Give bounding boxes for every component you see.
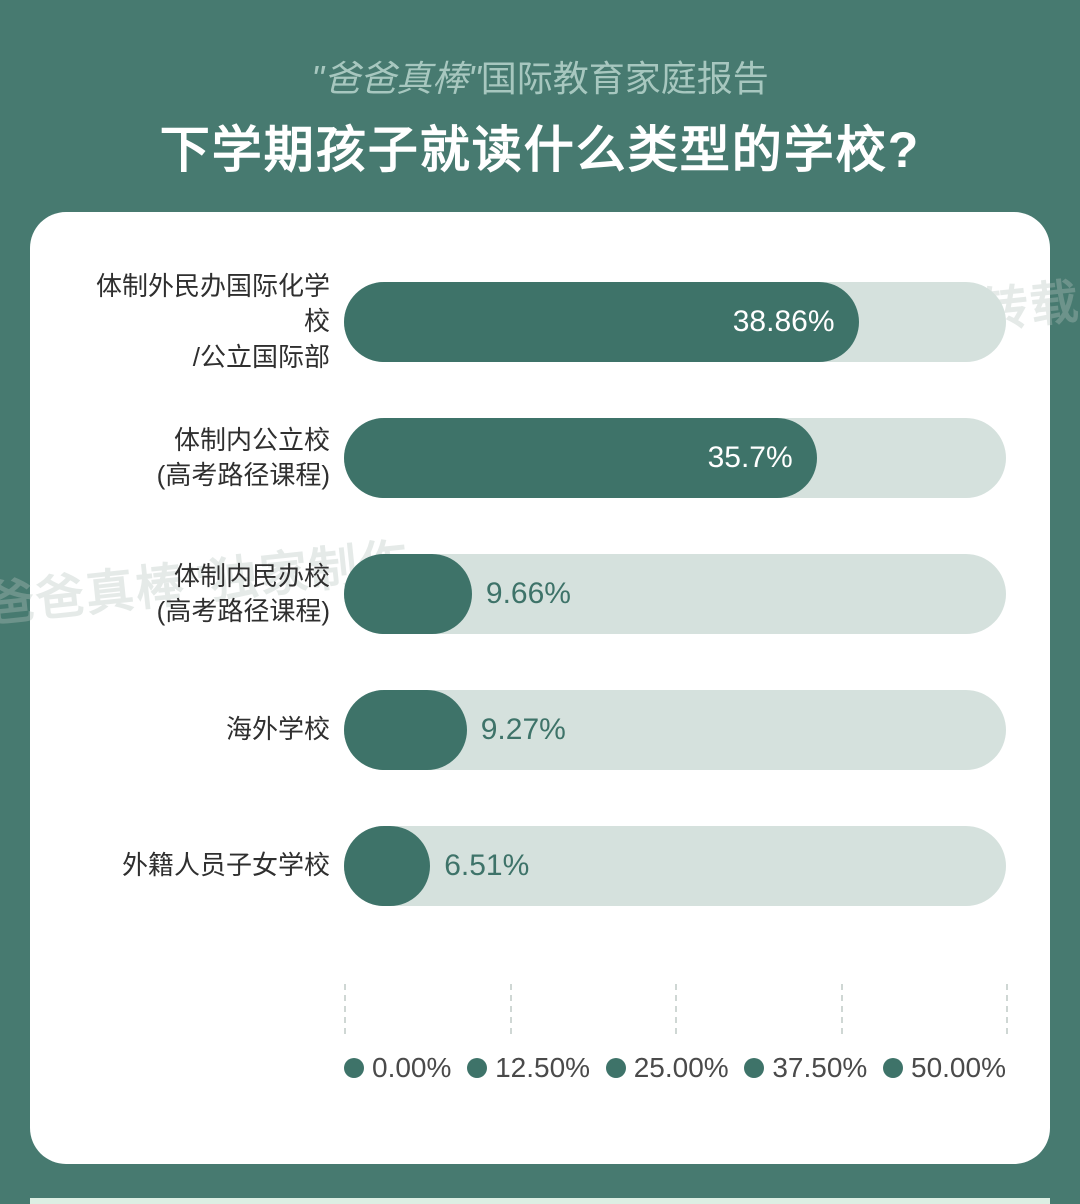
bar-row: 体制内民办校(高考路径课程)9.66%	[74, 554, 1006, 634]
bar-fill: 9.66%	[344, 554, 472, 634]
axis-tick-label: 50.00%	[911, 1052, 1006, 1084]
axis-tick: 37.50%	[744, 1052, 867, 1084]
x-axis: 0.00% 12.50% 25.00% 37.50% 50.00%	[344, 1004, 1006, 1124]
bar-label: 海外学校	[74, 712, 344, 747]
page: "爸爸真棒"国际教育家庭报告 下学期孩子就读什么类型的学校? 拒绝转载 "爸爸真…	[0, 0, 1080, 1204]
axis-tick: 25.00%	[606, 1052, 729, 1084]
report-subtitle: "爸爸真棒"国际教育家庭报告	[60, 50, 1020, 102]
axis-tick-label: 0.00%	[372, 1052, 451, 1084]
bar-fill: 38.86%	[344, 282, 859, 362]
bar-row: 体制外民办国际化学校/公立国际部38.86%	[74, 282, 1006, 362]
footer-rule	[30, 1198, 1050, 1204]
report-title: 下学期孩子就读什么类型的学校?	[60, 110, 1020, 182]
bar-label: 体制内民办校(高考路径课程)	[74, 559, 344, 629]
bar-label: 体制外民办国际化学校/公立国际部	[74, 269, 344, 374]
bar-track-wrap: 9.66%	[344, 554, 1006, 634]
bar-value: 6.51%	[430, 849, 529, 883]
bar-fill: 35.7%	[344, 418, 817, 498]
grid-line	[510, 984, 512, 1034]
bar-fill: 9.27%	[344, 690, 467, 770]
chart-card: 拒绝转载 "爸爸真棒"独家制作， 体制外民办国际化学校/公立国际部38.86%体…	[30, 212, 1050, 1164]
bar-value: 38.86%	[733, 305, 835, 339]
bar-fill: 6.51%	[344, 826, 430, 906]
bar-row: 外籍人员子女学校6.51%	[74, 826, 1006, 906]
bar-row: 体制内公立校(高考路径课程) 35.7%	[74, 418, 1006, 498]
axis-tick-label: 25.00%	[634, 1052, 729, 1084]
axis-tick: 50.00%	[883, 1052, 1006, 1084]
bar-track-wrap: 6.51%	[344, 826, 1006, 906]
grid-line	[675, 984, 677, 1034]
bar-value: 35.7%	[708, 441, 793, 475]
axis-dot-icon	[883, 1058, 903, 1078]
bar-value: 9.27%	[467, 713, 566, 747]
subtitle-rest: 国际教育家庭报告	[481, 58, 769, 99]
axis-dot-icon	[344, 1058, 364, 1078]
bar-row: 海外学校9.27%	[74, 690, 1006, 770]
bar-label: 体制内公立校(高考路径课程)	[74, 423, 344, 493]
bar-track-wrap: 35.7%	[344, 418, 1006, 498]
grid-line	[1006, 984, 1008, 1034]
header: "爸爸真棒"国际教育家庭报告 下学期孩子就读什么类型的学校?	[0, 0, 1080, 212]
bar-value: 9.66%	[472, 577, 571, 611]
bar-label: 外籍人员子女学校	[74, 848, 344, 883]
axis-tick: 12.50%	[467, 1052, 590, 1084]
grid-line	[841, 984, 843, 1034]
axis-tick-label: 37.50%	[772, 1052, 867, 1084]
bar-chart: 体制外民办国际化学校/公立国际部38.86% 体制内公立校(高考路径课程) 35.7…	[74, 282, 1006, 1004]
axis-dot-icon	[606, 1058, 626, 1078]
axis-tick: 0.00%	[344, 1052, 451, 1084]
axis-dot-icon	[467, 1058, 487, 1078]
axis-dot-icon	[744, 1058, 764, 1078]
subtitle-quoted: "爸爸真棒"	[311, 58, 481, 99]
axis-tick-label: 12.50%	[495, 1052, 590, 1084]
grid-line	[344, 984, 346, 1034]
bar-track-wrap: 9.27%	[344, 690, 1006, 770]
bar-track-wrap: 38.86%	[344, 282, 1006, 362]
